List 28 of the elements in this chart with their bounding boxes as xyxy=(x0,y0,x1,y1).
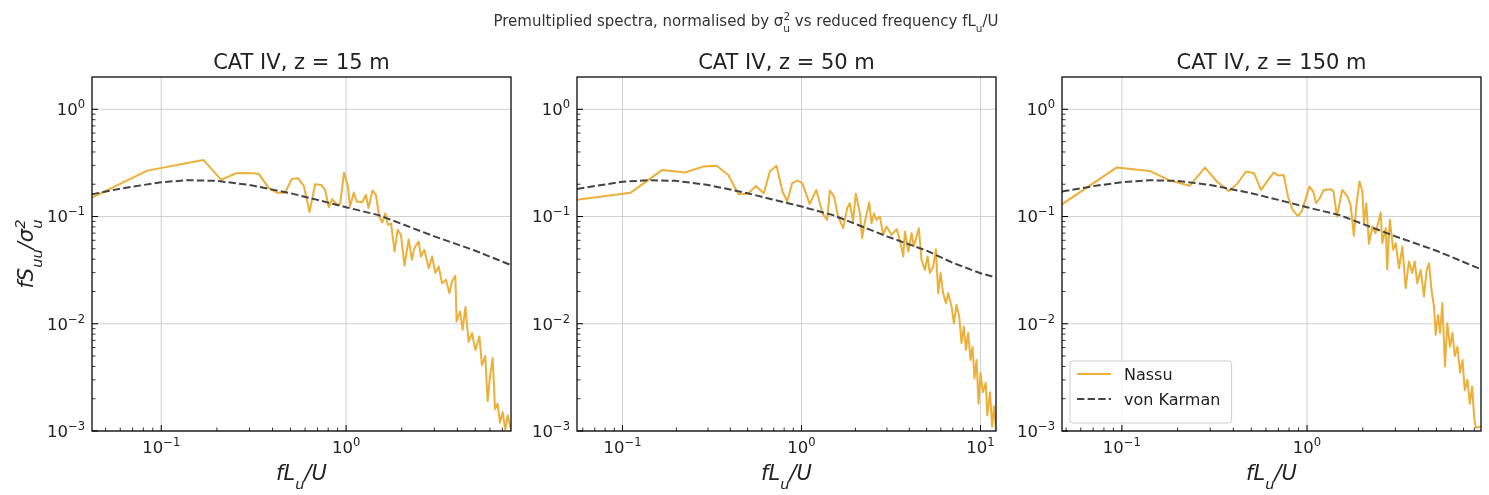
x-tick-label: 10$^{0}$ xyxy=(787,435,816,457)
x-axis-title: fL$_{u}$/U xyxy=(1246,461,1297,492)
y-tick-label: 10$^{−2}$ xyxy=(46,311,85,334)
x-tick-label: 10$^{0}$ xyxy=(1292,435,1322,457)
x-tick-label: 10$^{1}$ xyxy=(966,435,995,457)
chart-title: CAT IV, z = 50 m xyxy=(698,50,875,74)
y-tick-label: 10$^{−2}$ xyxy=(1016,311,1055,334)
x-axis-title: fL$_{u}$/U xyxy=(761,461,812,492)
x-tick-label: 10$^{−1}$ xyxy=(142,435,181,457)
legend-label: Nassu xyxy=(1124,364,1173,384)
y-tick-label: 10$^{0}$ xyxy=(1026,97,1055,120)
text: Premultiplied spectra, normalised by σ$_{u}$$^{2}$ vs reduced frequency fL$_{u}$/U xyxy=(493,10,999,34)
y-tick-label: 10$^{−3}$ xyxy=(46,418,85,441)
y-tick-label: 10$^{−1}$ xyxy=(1016,204,1055,227)
y-tick-label: 10$^{−1}$ xyxy=(531,204,570,227)
y-tick-label: 10$^{0}$ xyxy=(56,97,85,120)
y-tick-label: 10$^{−2}$ xyxy=(531,311,570,334)
y-tick-label: 10$^{0}$ xyxy=(541,97,570,120)
y-tick-label: 10$^{−3}$ xyxy=(531,418,570,441)
chart-title: CAT IV, z = 15 m xyxy=(213,50,390,74)
y-tick-label: 10$^{−1}$ xyxy=(46,204,85,227)
x-axis-title: fL$_{u}$/U xyxy=(276,461,327,492)
x-tick-label: 10$^{0}$ xyxy=(331,435,361,457)
legend-label: von Karman xyxy=(1124,389,1221,409)
y-tick-label: 10$^{−3}$ xyxy=(1016,418,1055,441)
x-tick-label: 10$^{−1}$ xyxy=(603,435,642,457)
chart-title: CAT IV, z = 150 m xyxy=(1176,50,1367,74)
x-tick-label: 10$^{−1}$ xyxy=(1102,435,1141,457)
